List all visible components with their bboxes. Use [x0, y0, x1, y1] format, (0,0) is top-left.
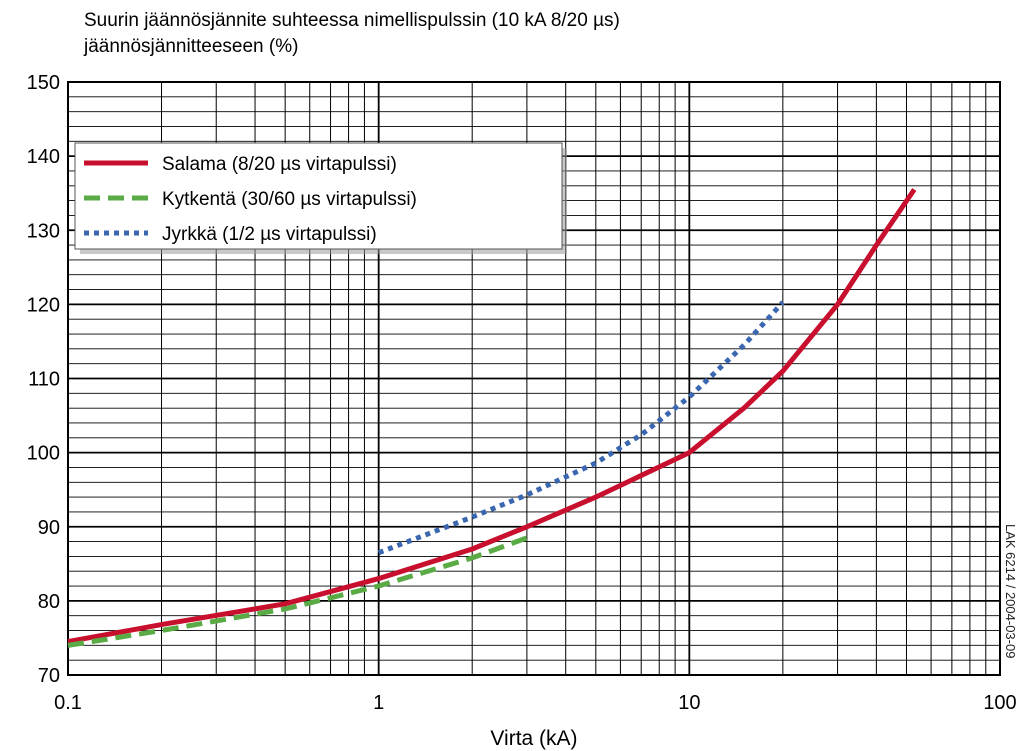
- legend-box: [74, 142, 563, 250]
- x-tick-label: 1: [373, 692, 384, 714]
- series-line-2: [67, 535, 528, 648]
- y-tick-label: 90: [38, 517, 60, 539]
- y-tick-label: 80: [38, 591, 60, 613]
- document-code-note: LAK 6214 / 2004-03-09: [1003, 524, 1018, 659]
- x-tick-label: 100: [983, 692, 1016, 714]
- series-line-1: [67, 188, 917, 645]
- legend-label-1: Salama (8/20 µs virtapulssi): [162, 154, 397, 175]
- x-tick-label: 0.1: [54, 692, 82, 714]
- chart-title-line-1: Suurin jäännösjännite suhteessa nimellis…: [84, 10, 620, 31]
- legend: Salama (8/20 µs virtapulssi) Kytkentä (30…: [74, 142, 567, 254]
- y-axis-ticks: 70 80 90 100 110 120 130 140 150: [27, 72, 60, 687]
- y-tick-label: 130: [27, 220, 60, 242]
- y-tick-label: 150: [27, 72, 60, 94]
- y-tick-label: 140: [27, 146, 60, 168]
- y-tick-label: 110: [28, 369, 60, 391]
- chart-title-line-2: jäännösjännitteeseen (%): [84, 36, 299, 57]
- plot-frame: [67, 81, 1001, 676]
- legend-label-3: Jyrkkä (1/2 µs virtapulssi): [162, 224, 377, 245]
- legend-label-2: Kytkentä (30/60 µs virtapulssi): [162, 189, 417, 210]
- y-tick-label: 120: [27, 294, 60, 316]
- y-tick-label: 70: [38, 665, 60, 687]
- x-axis-ticks: 0.1 1 10 100: [54, 692, 1017, 714]
- chart-title: Suurin jäännösjännite suhteessa nimellis…: [84, 8, 620, 60]
- x-tick-label: 10: [678, 692, 700, 714]
- x-axis-label: Virta (kA): [490, 727, 577, 750]
- series-lines: [67, 188, 917, 648]
- y-tick-label: 100: [27, 443, 60, 465]
- series-line-3: [377, 300, 785, 556]
